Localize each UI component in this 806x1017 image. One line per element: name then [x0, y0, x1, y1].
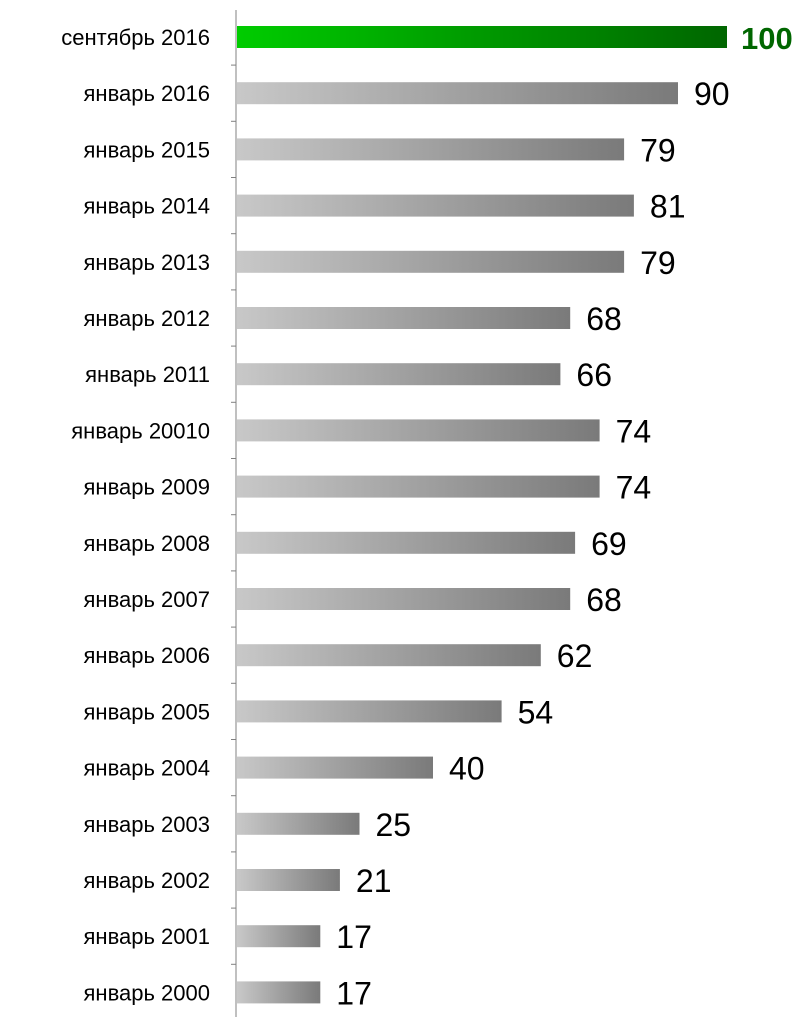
bar: [237, 475, 600, 498]
category-label: январь 2004: [84, 756, 211, 781]
bar: [237, 644, 541, 667]
bar: [237, 925, 321, 948]
category-labels: сентябрь 2016 январь 2016 январь 2015 январ…: [61, 25, 210, 1005]
category-label: сентябрь 2016: [61, 25, 210, 50]
category-label: январь 2000: [84, 980, 211, 1005]
category-label: январь 2015: [84, 137, 211, 162]
value-label: 81: [650, 189, 686, 225]
value-label: 74: [616, 470, 652, 506]
bar: [237, 82, 678, 105]
category-label: январь 2001: [84, 924, 211, 949]
bar: [237, 756, 433, 779]
category-label: январь 2009: [84, 475, 211, 500]
bar: [237, 194, 634, 217]
bar: [237, 588, 571, 610]
value-label: 62: [557, 638, 593, 674]
category-label: январь 2013: [84, 250, 211, 275]
value-label: 21: [356, 863, 392, 899]
category-label: январь 2003: [84, 812, 211, 837]
category-label: январь 2016: [84, 81, 211, 106]
value-label: 40: [449, 751, 485, 787]
bar: [237, 26, 727, 48]
value-label: 25: [376, 807, 412, 843]
bar: [237, 419, 600, 442]
value-label: 74: [616, 413, 652, 449]
bar: [237, 812, 360, 835]
bar: [237, 981, 321, 1004]
value-label: 17: [336, 975, 372, 1011]
category-label: январь 2002: [84, 868, 211, 893]
bar: [237, 700, 502, 723]
value-label: 79: [640, 132, 676, 168]
category-label: январь 2007: [84, 587, 211, 612]
category-label: январь 2008: [84, 531, 211, 556]
value-label: 54: [518, 694, 554, 730]
value-label: 79: [640, 245, 676, 281]
category-label: январь 2012: [84, 306, 211, 331]
category-label: январь 2006: [84, 643, 211, 668]
value-label: 100: [741, 21, 793, 56]
category-label: январь 2011: [85, 362, 210, 387]
value-label: 68: [586, 301, 622, 337]
category-label: январь 2014: [84, 194, 211, 219]
value-label: 66: [576, 357, 612, 393]
bar: [237, 138, 625, 161]
bar: [237, 363, 561, 386]
category-label: январь 20010: [71, 418, 210, 443]
bar: [237, 250, 625, 273]
value-label: 90: [694, 76, 730, 112]
category-label: январь 2005: [84, 699, 211, 724]
bar: [237, 869, 340, 891]
bar: [237, 531, 576, 554]
value-label: 68: [586, 582, 622, 618]
value-label: 17: [336, 919, 372, 955]
bars-group: [237, 26, 727, 1004]
bar: [237, 307, 571, 329]
value-label: 69: [591, 526, 627, 562]
category-axis: [231, 10, 237, 1017]
